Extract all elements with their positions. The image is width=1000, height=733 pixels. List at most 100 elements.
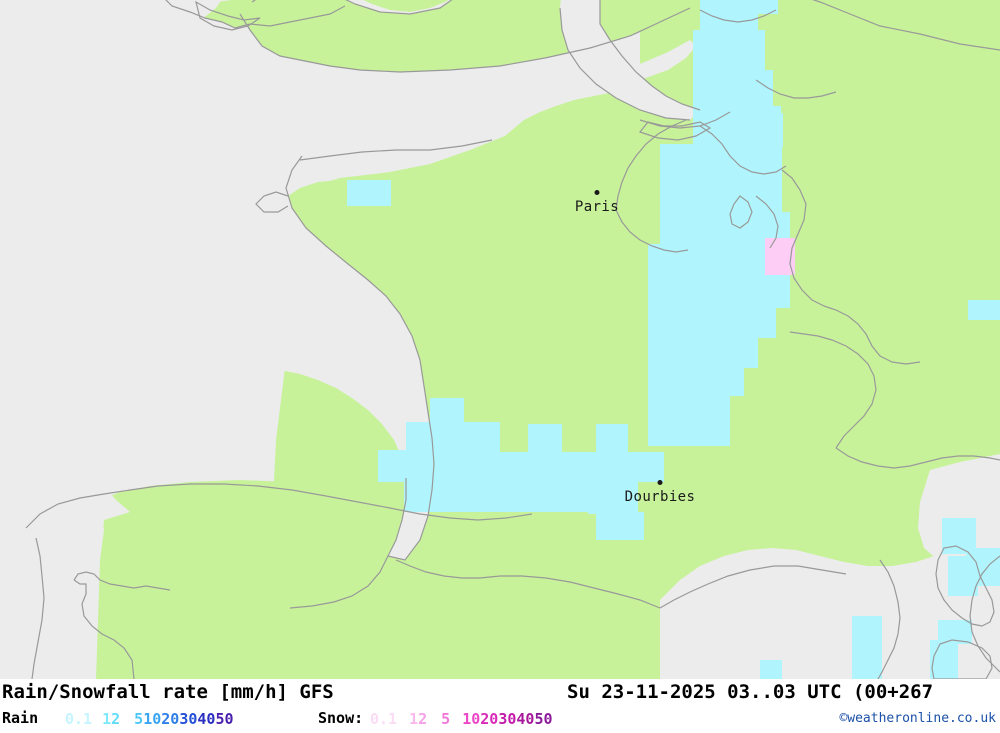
snow-cell bbox=[765, 238, 795, 275]
map-canvas[interactable]: Paris Dourbies bbox=[0, 0, 1000, 679]
snow-legend-value-10: 10 bbox=[462, 710, 481, 728]
rain-cell bbox=[528, 424, 562, 452]
rain-cell bbox=[378, 450, 464, 482]
rain-legend-value-20: 20 bbox=[161, 710, 180, 728]
border-swiss bbox=[823, 305, 921, 365]
snow-legend-value-0.1: 0.1 bbox=[370, 710, 398, 728]
coast-ireland-inner bbox=[195, 0, 261, 31]
coast-ireland bbox=[165, 0, 346, 29]
rain-cell bbox=[968, 300, 1000, 320]
rain-cell bbox=[948, 556, 978, 596]
border-spain-inner bbox=[73, 571, 171, 591]
rain-cell bbox=[648, 368, 744, 396]
rain-cell bbox=[347, 180, 391, 206]
border-layer bbox=[25, 0, 1000, 679]
land-iberia bbox=[92, 480, 700, 679]
legend-row: Rain 0.1 12 51020304050 Snow: 0.1 12 5 102030… bbox=[0, 706, 1000, 733]
copyright-label: ©weatheronline.co.uk bbox=[839, 711, 996, 726]
border-nl-loop bbox=[638, 121, 712, 141]
rain-cell bbox=[700, 0, 778, 14]
border-ger-in bbox=[755, 195, 779, 249]
coast-brittany-tip bbox=[255, 191, 289, 213]
rain-cell bbox=[648, 424, 730, 446]
snow-legend-value-30: 30 bbox=[498, 710, 517, 728]
rain-cell bbox=[757, 113, 783, 147]
border-belgium bbox=[699, 125, 787, 175]
border-portugal bbox=[73, 579, 135, 679]
coast-corsica bbox=[935, 545, 995, 627]
rain-cell bbox=[588, 482, 638, 514]
snow-precip-layer bbox=[765, 238, 795, 275]
border-alps bbox=[789, 331, 877, 449]
rain-cell bbox=[648, 338, 758, 368]
snow-legend-value-1: 1 bbox=[409, 710, 419, 728]
border-ne-france bbox=[615, 209, 689, 253]
rain-cell bbox=[596, 512, 644, 540]
border-italy-n bbox=[835, 447, 1000, 469]
rain-cell bbox=[588, 452, 664, 482]
coast-lowcountries bbox=[599, 0, 701, 111]
map-svg bbox=[0, 0, 1000, 679]
border-germany-ne bbox=[699, 9, 777, 23]
run-datetime-label: Su 23-11-2025 03..03 UTC (00+267 bbox=[567, 681, 934, 703]
rain-legend-value-50: 50 bbox=[215, 710, 234, 728]
rain-legend-value-2: 2 bbox=[111, 710, 121, 728]
border-germany-n bbox=[755, 79, 837, 99]
coast-brittany bbox=[285, 155, 435, 561]
border-east-france bbox=[781, 169, 825, 307]
snow-legend-value-2: 2 bbox=[418, 710, 428, 728]
rain-cell bbox=[693, 30, 765, 70]
rain-cell bbox=[596, 424, 628, 452]
rain-cell bbox=[648, 308, 776, 338]
page-title: Rain/Snowfall rate [mm/h] GFS bbox=[2, 681, 334, 703]
rain-cell bbox=[648, 276, 790, 308]
sea-north-sea bbox=[0, 0, 222, 88]
rain-cell bbox=[464, 482, 588, 512]
rain-cell bbox=[660, 178, 782, 212]
snow-legend-caption: Snow: bbox=[318, 709, 364, 727]
rain-cell bbox=[660, 144, 782, 178]
rain-legend-value-40: 40 bbox=[197, 710, 216, 728]
rain-legend-caption: Rain bbox=[2, 709, 39, 727]
rain-legend-scale: 0.1 12 51020304050 bbox=[55, 709, 234, 728]
coast-wales-inner bbox=[251, 0, 453, 15]
rain-legend-value-0.1: 0.1 bbox=[65, 710, 93, 728]
sea-right-strip bbox=[918, 454, 1000, 566]
rain-cell bbox=[852, 616, 882, 679]
border-pyrenees bbox=[395, 559, 661, 609]
rain-legend-value-1: 1 bbox=[102, 710, 112, 728]
coast-portugal bbox=[31, 537, 45, 679]
sea-channel bbox=[232, 40, 696, 106]
rain-legend-value-5: 5 bbox=[134, 710, 144, 728]
snow-legend-value-50: 50 bbox=[534, 710, 553, 728]
rain-cell bbox=[406, 422, 464, 452]
snow-legend-scale: 0.1 12 5 1020304050 bbox=[370, 709, 553, 728]
coast-north-spain bbox=[25, 483, 533, 529]
border-lux bbox=[729, 195, 753, 229]
coast-italy-w bbox=[877, 559, 901, 679]
rain-legend-value-30: 30 bbox=[179, 710, 198, 728]
coast-wales bbox=[239, 7, 691, 73]
coast-sardinia bbox=[931, 639, 993, 679]
rain-cell bbox=[760, 660, 782, 679]
coast-aquitaine bbox=[289, 478, 407, 609]
sea-dutch-bight bbox=[560, 0, 700, 120]
coast-brittany-n bbox=[299, 139, 493, 161]
coast-britain-east bbox=[812, 0, 1000, 51]
rain-cell bbox=[404, 482, 464, 512]
rain-cell bbox=[930, 640, 958, 679]
title-row: Rain/Snowfall rate [mm/h] GFS Su 23-11-2… bbox=[0, 679, 1000, 707]
border-nl-detail bbox=[639, 111, 731, 129]
rain-cell bbox=[693, 70, 773, 106]
border-belgium-s bbox=[615, 119, 687, 211]
coast-italy-e bbox=[969, 555, 1000, 673]
sea-mediterranean bbox=[660, 528, 1000, 679]
rain-precip-layer bbox=[347, 0, 1000, 679]
sea-overlay-layer bbox=[0, 0, 1000, 679]
coast-lowcountries-inner bbox=[559, 7, 691, 121]
rain-cell bbox=[648, 396, 730, 424]
coast-gulf-lion bbox=[659, 565, 847, 609]
snow-legend-value-5: 5 bbox=[441, 710, 451, 728]
land-wales bbox=[363, 0, 449, 12]
